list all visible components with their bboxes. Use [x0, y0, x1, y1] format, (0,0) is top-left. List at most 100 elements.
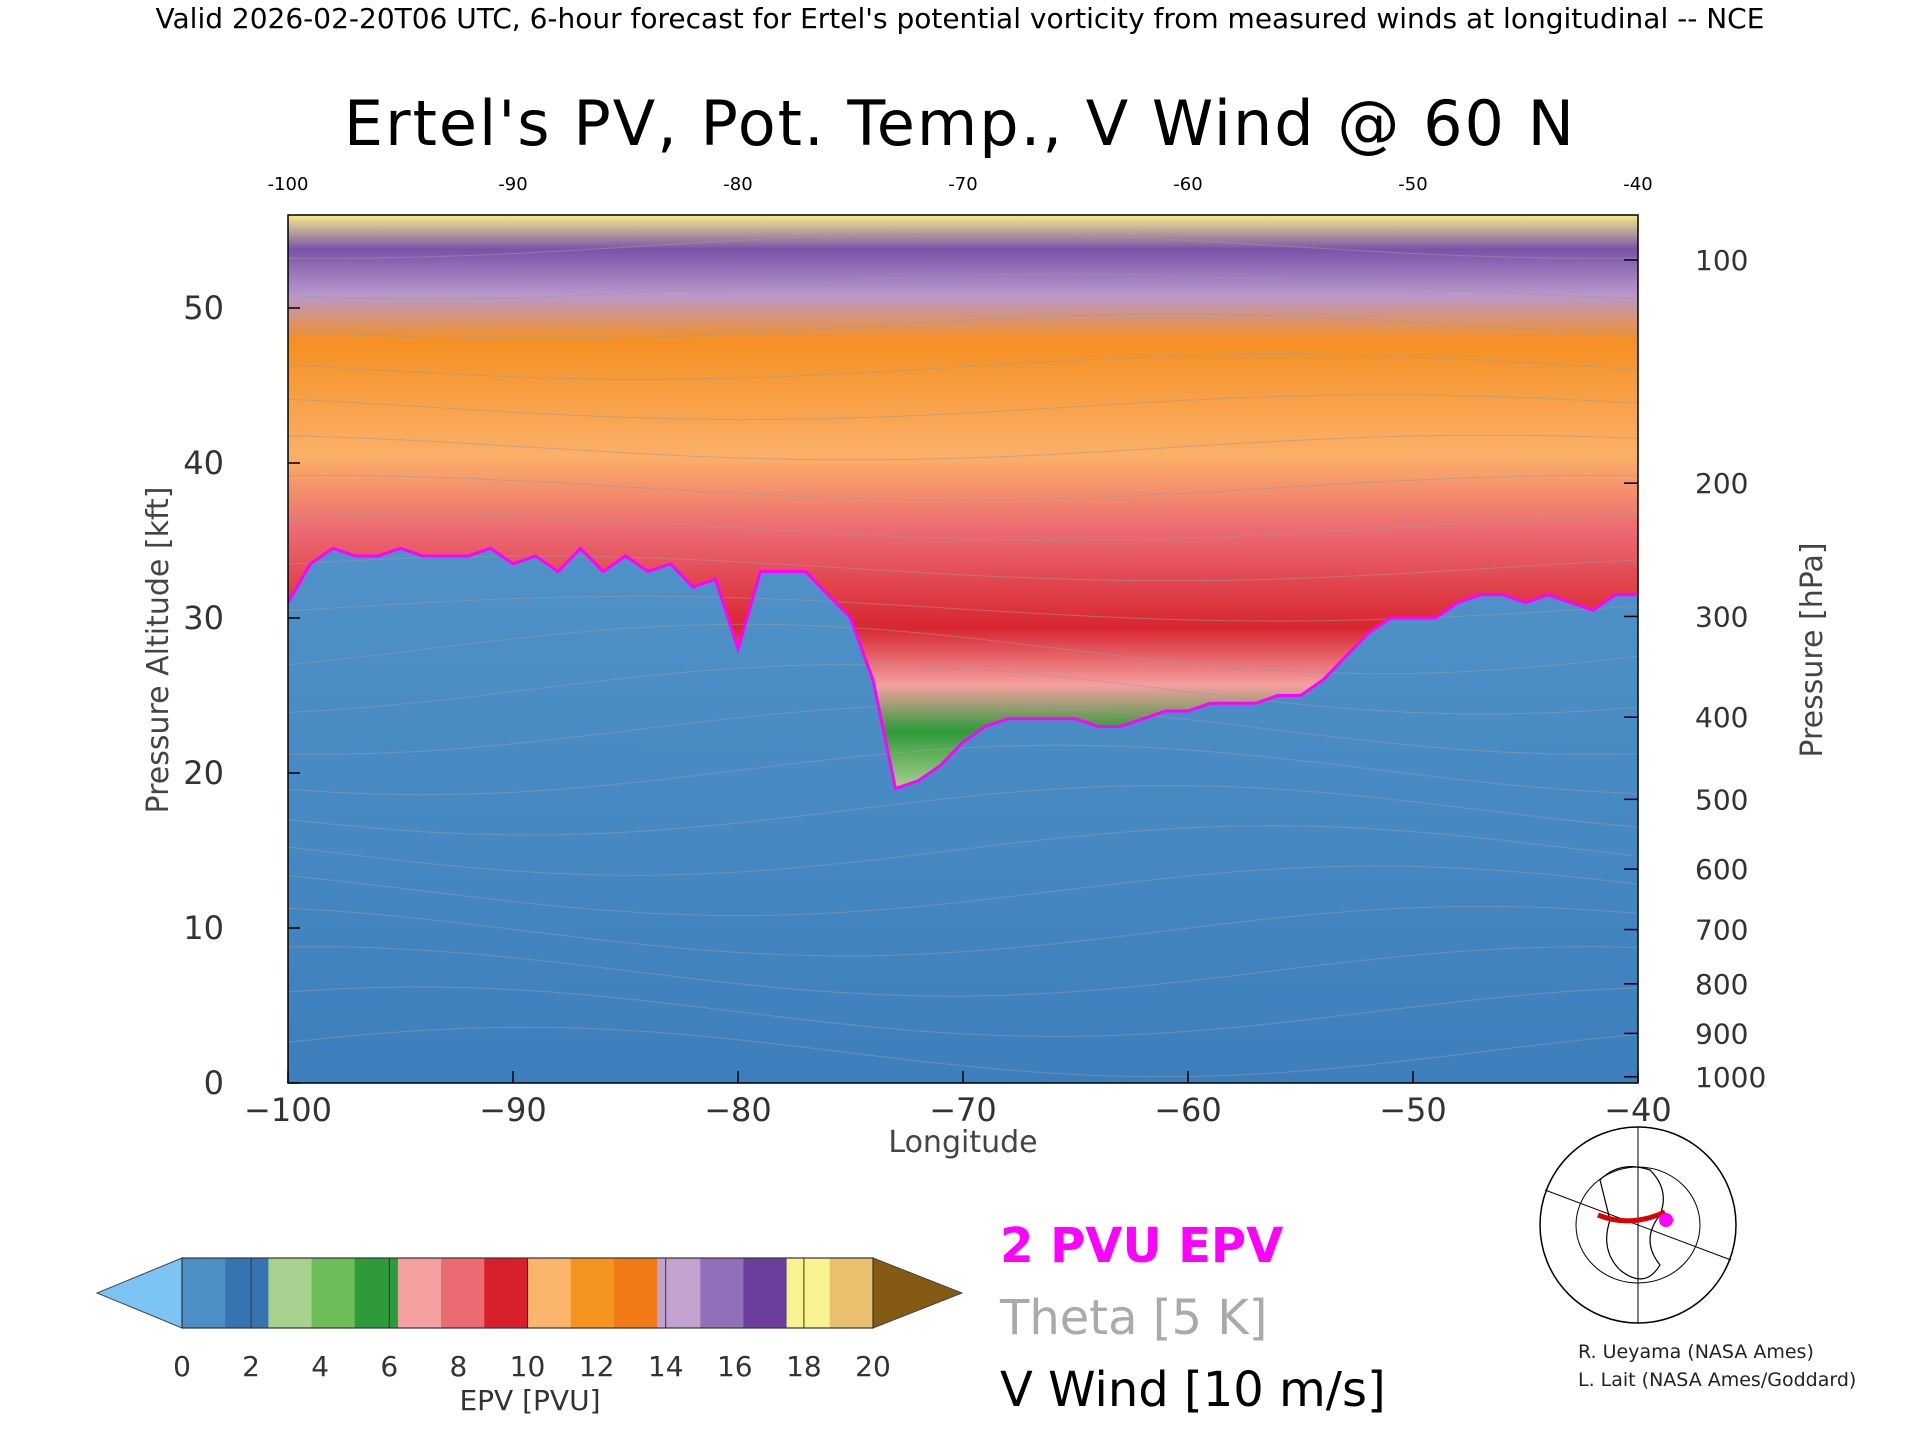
- x-axis: −100 −90 −80 −70 −60 −50 −40: [244, 1071, 1672, 1129]
- credit-line-2: L. Lait (NASA Ames/Goddard): [1578, 1369, 1856, 1391]
- top-x-tick-label: -40: [1623, 174, 1652, 195]
- pressure-tick-label: 700: [1695, 914, 1748, 947]
- theta-contours: [288, 233, 1638, 1078]
- y-axis-label: Pressure Altitude [kft]: [141, 487, 176, 814]
- top-x-tick-label: -90: [498, 174, 527, 195]
- colorbar-bin: [613, 1258, 658, 1328]
- theta-contour-line: [288, 273, 1638, 300]
- x-axis-label: Longitude: [888, 1125, 1037, 1160]
- location-map: [1539, 1126, 1737, 1324]
- y-tick-label: 10: [183, 909, 224, 947]
- colorbar-bin: [397, 1258, 442, 1328]
- pressure-axis: 100 200 300 400 500 600 700 800 900 1000: [1624, 244, 1766, 1094]
- pressure-axis-label: Pressure [hPa]: [1795, 542, 1830, 757]
- pressure-tick-label: 800: [1695, 968, 1748, 1001]
- colorbar-bin: [657, 1258, 701, 1328]
- colorbar-tick-label: 20: [855, 1350, 891, 1383]
- x-tick-label: −80: [704, 1091, 772, 1129]
- theta-contour-line: [288, 785, 1638, 836]
- map-meridian: [1544, 1189, 1732, 1261]
- top-x-tick-label: -100: [268, 174, 309, 195]
- y-tick-label: 20: [183, 754, 224, 792]
- pressure-tick-label: 300: [1695, 600, 1748, 633]
- theta-contour-line: [288, 313, 1638, 340]
- colorbar-under-triangle: [95, 1257, 183, 1329]
- theta-contour-line: [288, 905, 1638, 957]
- top-x-tick-label: -80: [723, 174, 752, 195]
- colorbar-bin: [786, 1258, 831, 1328]
- y-tick-label: 40: [183, 444, 224, 482]
- legend-item-label: Theta [5 K]: [999, 1290, 1268, 1346]
- theta-contour-line: [288, 664, 1638, 715]
- pressure-tick-label: 500: [1695, 783, 1748, 816]
- y-tick-label: 30: [183, 599, 224, 637]
- theta-contour-line: [288, 394, 1638, 421]
- x-tick-label: −100: [244, 1091, 332, 1129]
- colorbar-tick-label: 4: [311, 1350, 329, 1383]
- credit-line-1: R. Ueyama (NASA Ames): [1578, 1341, 1814, 1363]
- theta-contour-line: [288, 704, 1638, 755]
- colorbar-tick-label: 14: [648, 1350, 684, 1383]
- map-coastline: [1599, 1166, 1664, 1280]
- map-section-line: [1597, 1209, 1667, 1224]
- theta-contour-line: [288, 623, 1638, 675]
- y-axis: 0 10 20 30 40 50: [183, 289, 300, 1102]
- legend: 2 PVU EPV Theta [5 K] V Wind [10 m/s]: [999, 1218, 1386, 1418]
- theta-contour-line: [288, 825, 1638, 876]
- pressure-tick-label: 100: [1695, 244, 1748, 277]
- y-tick-label: 50: [183, 289, 224, 327]
- colorbar-bin: [354, 1258, 399, 1328]
- colorbar-bin: [527, 1258, 572, 1328]
- colorbar-bin: [225, 1258, 269, 1328]
- colorbar-bin: [311, 1258, 356, 1328]
- colorbar-bin: [441, 1258, 485, 1328]
- colorbar-tick-label: 6: [380, 1350, 398, 1383]
- pressure-tick-label: 1000: [1695, 1061, 1766, 1094]
- theta-contour-line: [288, 353, 1638, 380]
- top-x-tick-label: -70: [948, 174, 977, 195]
- colorbar-tick-label: 12: [579, 1350, 615, 1383]
- colorbar-tick-label: 10: [510, 1350, 546, 1383]
- top-x-tick-label: -60: [1173, 174, 1202, 195]
- pressure-tick-label: 200: [1695, 467, 1748, 500]
- plot-area: [288, 215, 1638, 1083]
- colorbar-bin: [268, 1258, 313, 1328]
- pressure-tick-label: 900: [1695, 1017, 1748, 1050]
- colorbar-tick-label: 0: [173, 1350, 191, 1383]
- theta-contour-line: [288, 986, 1638, 1038]
- colorbar-tick-label: 8: [449, 1350, 467, 1383]
- top-x-tick-label: -50: [1398, 174, 1427, 195]
- theta-contour-line: [288, 1026, 1638, 1078]
- stratosphere-fill: [288, 215, 1638, 789]
- theta-contour-line: [288, 555, 1638, 582]
- colorbar-bin: [484, 1258, 528, 1328]
- map-location-marker: [1659, 1213, 1673, 1227]
- x-tick-label: −40: [1604, 1091, 1672, 1129]
- colorbar-tick-label: 2: [242, 1350, 260, 1383]
- colorbar-bin: [182, 1258, 226, 1328]
- theta-contour-line: [288, 434, 1638, 461]
- colorbar-bin: [700, 1258, 744, 1328]
- x-tick-label: −50: [1379, 1091, 1447, 1129]
- colorbar-bin: [570, 1258, 615, 1328]
- theta-contour-line: [288, 865, 1638, 917]
- theta-contour-line: [288, 474, 1638, 501]
- theta-contour-line: [288, 233, 1638, 259]
- y-tick-label: 0: [204, 1064, 224, 1102]
- colorbar-bin: [829, 1258, 874, 1328]
- x-tick-label: −70: [929, 1091, 997, 1129]
- pressure-tick-label: 600: [1695, 853, 1748, 886]
- theta-contour-line: [288, 515, 1638, 542]
- x-tick-label: −90: [479, 1091, 547, 1129]
- pressure-tick-label: 400: [1695, 701, 1748, 734]
- colorbar-tick-label: 18: [786, 1350, 822, 1383]
- top-x-axis: -100 -90 -80 -70 -60 -50 -40: [268, 174, 1653, 195]
- legend-item-label: 2 PVU EPV: [1000, 1218, 1283, 1274]
- two-pvu-contour: [288, 546, 1638, 791]
- forecast-header: Valid 2026-02-20T06 UTC, 6-hour forecast…: [156, 2, 1765, 35]
- colorbar-over-triangle: [872, 1257, 964, 1329]
- theta-contour-line: [288, 744, 1638, 796]
- legend-item-label: V Wind [10 m/s]: [1000, 1362, 1386, 1418]
- chart-title: Ertel's PV, Pot. Temp., V Wind @ 60 N: [344, 87, 1576, 160]
